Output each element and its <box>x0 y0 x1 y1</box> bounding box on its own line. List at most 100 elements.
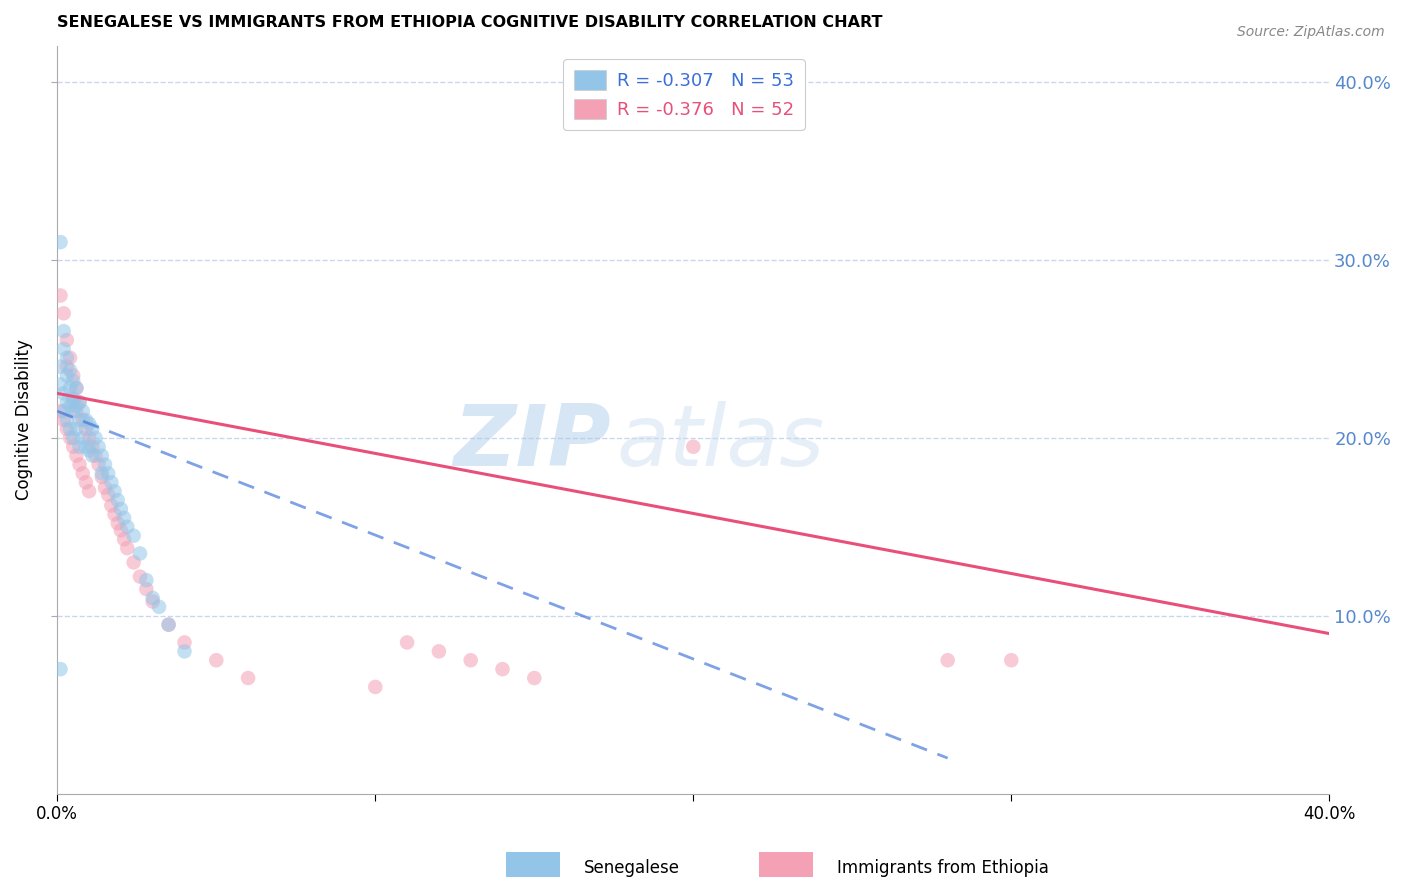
Point <box>129 569 152 583</box>
Point <box>75 440 97 454</box>
Point <box>65 422 87 436</box>
Point <box>49 359 72 374</box>
Legend: R = -0.307   N = 53, R = -0.376   N = 52: R = -0.307 N = 53, R = -0.376 N = 52 <box>562 59 806 129</box>
Point <box>59 431 82 445</box>
Point <box>62 368 84 383</box>
Point <box>65 404 87 418</box>
Point <box>77 417 100 431</box>
Point <box>173 635 195 649</box>
Point <box>90 449 112 463</box>
Point <box>82 422 104 436</box>
Point <box>56 422 79 436</box>
Point <box>173 644 195 658</box>
Point <box>110 502 132 516</box>
Point <box>59 399 82 413</box>
Point <box>112 511 135 525</box>
Point <box>49 288 72 302</box>
Point <box>100 475 122 490</box>
Point <box>148 599 170 614</box>
Text: Senegalese: Senegalese <box>583 859 679 877</box>
Point <box>65 381 87 395</box>
Point <box>52 386 75 401</box>
Point <box>97 488 120 502</box>
Point <box>122 555 145 569</box>
Point <box>75 422 97 436</box>
Point <box>77 443 100 458</box>
Point <box>56 413 79 427</box>
Point <box>364 680 387 694</box>
Point <box>75 413 97 427</box>
Point <box>77 431 100 445</box>
Point <box>107 516 129 531</box>
Point <box>157 617 180 632</box>
Point <box>117 520 139 534</box>
Point <box>103 484 125 499</box>
Point <box>135 582 157 596</box>
Point <box>82 449 104 463</box>
Point <box>62 374 84 388</box>
Point <box>56 368 79 383</box>
Point <box>52 324 75 338</box>
Point <box>49 235 72 249</box>
Point <box>75 475 97 490</box>
Point <box>87 458 110 472</box>
Point <box>117 541 139 556</box>
Point <box>77 484 100 499</box>
Point <box>59 422 82 436</box>
Point <box>236 671 259 685</box>
Point <box>936 653 959 667</box>
Point <box>90 467 112 481</box>
Point <box>56 395 79 409</box>
Point <box>205 653 228 667</box>
Point <box>62 431 84 445</box>
Point <box>94 481 117 495</box>
Point <box>65 381 87 395</box>
Point <box>65 399 87 413</box>
Point <box>107 493 129 508</box>
Point <box>100 499 122 513</box>
Point <box>56 333 79 347</box>
Point <box>52 306 75 320</box>
Point <box>72 413 94 427</box>
Point <box>110 524 132 538</box>
Point <box>62 440 84 454</box>
Point <box>427 644 450 658</box>
Point <box>84 431 107 445</box>
Point <box>90 470 112 484</box>
Point <box>94 458 117 472</box>
Point <box>62 392 84 406</box>
Point <box>72 431 94 445</box>
Point <box>142 594 165 608</box>
Point <box>112 533 135 547</box>
Point <box>62 404 84 418</box>
Point <box>49 404 72 418</box>
Point <box>59 351 82 365</box>
Point <box>135 573 157 587</box>
Point <box>84 449 107 463</box>
Point <box>396 635 419 649</box>
Point <box>97 467 120 481</box>
Point <box>87 440 110 454</box>
Point <box>59 381 82 395</box>
Point <box>1000 653 1022 667</box>
Point <box>52 413 75 427</box>
Text: Source: ZipAtlas.com: Source: ZipAtlas.com <box>1237 25 1385 39</box>
Point <box>69 395 91 409</box>
Point <box>62 395 84 409</box>
Point <box>82 440 104 454</box>
Point <box>157 617 180 632</box>
Point <box>72 467 94 481</box>
Text: atlas: atlas <box>617 401 825 484</box>
Point <box>52 342 75 356</box>
Point <box>142 591 165 605</box>
Text: Immigrants from Ethiopia: Immigrants from Ethiopia <box>837 859 1049 877</box>
Point <box>460 653 482 667</box>
Point <box>122 529 145 543</box>
Point <box>69 440 91 454</box>
Point <box>523 671 546 685</box>
Text: SENEGALESE VS IMMIGRANTS FROM ETHIOPIA COGNITIVE DISABILITY CORRELATION CHART: SENEGALESE VS IMMIGRANTS FROM ETHIOPIA C… <box>58 15 883 30</box>
Point <box>72 404 94 418</box>
Point <box>103 508 125 522</box>
Point <box>49 377 72 392</box>
Text: ZIP: ZIP <box>453 401 610 484</box>
